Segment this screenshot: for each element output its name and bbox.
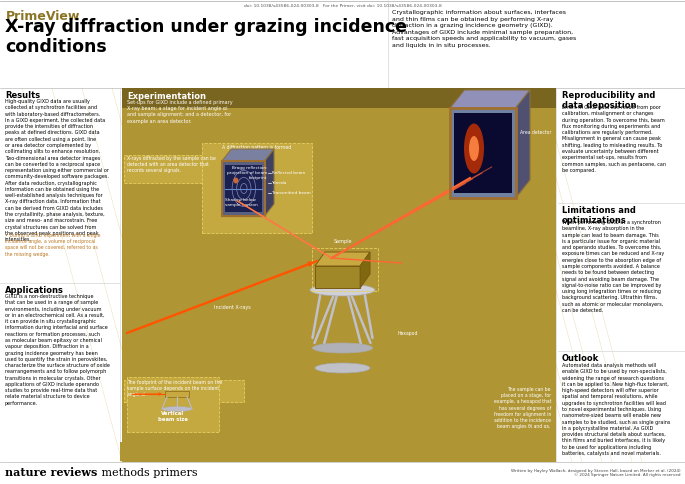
FancyBboxPatch shape (124, 380, 244, 402)
Text: methods primers: methods primers (98, 468, 198, 478)
Text: Incident X-rays: Incident X-rays (214, 305, 251, 310)
Text: Set-ups for GIXD include a defined primary
X-ray beam; a stage for incident angl: Set-ups for GIXD include a defined prima… (127, 100, 233, 123)
Text: Results: Results (5, 91, 40, 100)
Text: Yoneda: Yoneda (272, 181, 287, 185)
FancyBboxPatch shape (122, 88, 556, 462)
Text: Vertical
beam size: Vertical beam size (158, 411, 188, 422)
FancyBboxPatch shape (127, 377, 219, 432)
Text: High-quality GIXD data are usually
collected at synchrotron facilities and
with : High-quality GIXD data are usually colle… (5, 99, 109, 242)
Polygon shape (516, 90, 530, 198)
FancyBboxPatch shape (122, 88, 556, 108)
Text: Written by Hayley Wallach, designed by Steven Hall, based on Merker et al. (2024: Written by Hayley Wallach, designed by S… (512, 469, 681, 477)
Polygon shape (315, 266, 360, 288)
Text: Reproducibility and
data deposition: Reproducibility and data deposition (562, 91, 656, 110)
Text: Hexapod: Hexapod (397, 331, 418, 335)
Polygon shape (454, 113, 512, 193)
Text: Transmitted beam: Transmitted beam (272, 191, 310, 195)
Text: The footprint of the incident beam on the
sample surface depends on the incident: The footprint of the incident beam on th… (127, 380, 222, 397)
Text: GIXD is a non-destructive technique
that can be used in a range of sample
enviro: GIXD is a non-destructive technique that… (5, 294, 110, 406)
Text: X-rays diffracted by the sample can be
detected with an area detector that
recor: X-rays diffracted by the sample can be d… (127, 156, 216, 173)
Text: Errors in GIXD data can result from poor
calibration, misalignment or changes
du: Errors in GIXD data can result from poor… (562, 105, 666, 173)
Ellipse shape (464, 123, 484, 173)
FancyBboxPatch shape (124, 155, 244, 183)
Polygon shape (264, 149, 274, 216)
Ellipse shape (312, 343, 373, 353)
Text: Bragg reflection:
projection of beam
footprint: Bragg reflection: projection of beam foo… (227, 166, 268, 180)
Text: Sample: Sample (333, 239, 352, 244)
Polygon shape (315, 252, 370, 266)
FancyBboxPatch shape (120, 442, 556, 461)
Text: • During a GIXD experiment with a single
incidence angle, a volume of reciprocal: • During a GIXD experiment with a single… (5, 233, 101, 257)
Text: Reflected beam: Reflected beam (272, 171, 305, 175)
Text: Applications: Applications (5, 286, 64, 295)
Polygon shape (222, 161, 264, 216)
Ellipse shape (162, 407, 192, 411)
Text: When performing GIXD at a synchrotron
beamline, X-ray absorption in the
sample c: When performing GIXD at a synchrotron be… (562, 220, 664, 313)
Text: Automated data analysis methods will
enable GIXD to be used by non-specialists,
: Automated data analysis methods will ena… (562, 363, 671, 456)
Text: nature reviews: nature reviews (5, 468, 97, 479)
Polygon shape (225, 165, 262, 212)
Polygon shape (360, 252, 370, 288)
Polygon shape (165, 391, 189, 397)
FancyBboxPatch shape (202, 143, 312, 233)
Ellipse shape (315, 363, 370, 373)
Ellipse shape (310, 284, 375, 296)
Text: Crystallographic information about surfaces, interfaces
and thin films can be ob: Crystallographic information about surfa… (392, 10, 576, 48)
Text: Outlook: Outlook (562, 354, 599, 363)
Text: Area detector: Area detector (520, 131, 551, 136)
Text: A diffraction pattern is formed
on the detector: A diffraction pattern is formed on the d… (223, 145, 292, 156)
Polygon shape (222, 149, 274, 161)
Text: Limitations and
optimizations: Limitations and optimizations (562, 206, 636, 226)
Ellipse shape (234, 178, 238, 183)
Text: Shadow below
sample horizon: Shadow below sample horizon (225, 198, 258, 207)
Polygon shape (450, 90, 530, 108)
Text: PrimeView: PrimeView (6, 10, 80, 23)
Text: The sample can be
placed on a stage, for
example, a hexapod that
has several deg: The sample can be placed on a stage, for… (494, 387, 551, 429)
Polygon shape (450, 108, 516, 198)
Ellipse shape (469, 136, 479, 161)
Text: Experimentation: Experimentation (127, 92, 206, 101)
Text: X-ray diffraction under grazing incidence
conditions: X-ray diffraction under grazing incidenc… (5, 18, 407, 56)
Text: doi: 10.1038/s43586-024-00303-8   For the Primer, visit doi: 10.1038/s43586-024-: doi: 10.1038/s43586-024-00303-8 For the … (244, 4, 441, 8)
